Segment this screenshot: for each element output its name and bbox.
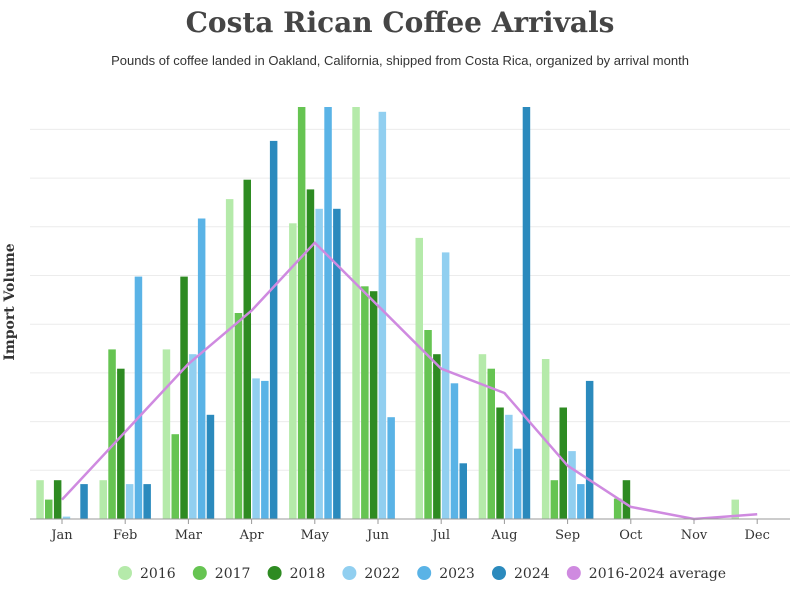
bar-2018-jun[interactable] <box>369 291 378 519</box>
chart-subtitle: Pounds of coffee landed in Oakland, Cali… <box>111 53 689 68</box>
legend-label-2024[interactable]: 2024 <box>514 566 550 582</box>
legend-marker-2018[interactable] <box>267 566 282 580</box>
bar-2022-apr[interactable] <box>252 378 260 519</box>
bar-2024-mar[interactable] <box>206 414 215 519</box>
legend-label-2018[interactable]: 2018 <box>290 566 326 582</box>
bar-2023-may[interactable] <box>324 107 332 519</box>
bar-2016-jun[interactable] <box>352 107 360 519</box>
bar-2023-jul[interactable] <box>450 383 459 519</box>
legend-marker-2024[interactable] <box>492 566 506 580</box>
average-line-group <box>61 241 758 521</box>
bar-2022-aug[interactable] <box>505 414 513 519</box>
bar-2016-dec[interactable] <box>731 499 740 519</box>
bar-2017-oct[interactable] <box>613 498 622 519</box>
bar-2018-feb[interactable] <box>117 368 125 519</box>
x-tick-label-sep: Sep <box>555 528 580 543</box>
bar-2016-aug[interactable] <box>478 354 487 519</box>
bar-2023-jun[interactable] <box>387 417 395 519</box>
bar-2023-mar[interactable] <box>197 218 206 520</box>
bar-2024-aug[interactable] <box>522 107 531 519</box>
bar-2018-aug[interactable] <box>496 407 504 520</box>
bar-2018-mar[interactable] <box>180 276 188 519</box>
legend-label-2023[interactable]: 2023 <box>439 566 475 582</box>
bar-2016-apr[interactable] <box>225 199 234 519</box>
bar-2017-feb[interactable] <box>108 349 116 519</box>
bar-2016-feb[interactable] <box>99 480 108 519</box>
x-tick-label-aug: Aug <box>490 528 517 543</box>
chart-title: Costa Rican Coffee Arrivals <box>185 6 615 39</box>
bar-2017-apr[interactable] <box>234 313 243 519</box>
y-axis-label: Import Volume <box>2 243 18 360</box>
x-axis: Jan Feb Mar Apr May Jun Jul Aug Sep Oct Nov Dec <box>30 518 790 543</box>
bar-2024-apr[interactable] <box>269 140 278 519</box>
x-tick-label-oct: Oct <box>619 528 643 543</box>
bar-2024-feb[interactable] <box>143 484 151 519</box>
bar-2016-may[interactable] <box>289 223 297 520</box>
bar-2022-feb[interactable] <box>125 484 134 519</box>
legend-marker-2016[interactable] <box>118 566 132 580</box>
bar-2018-sep[interactable] <box>559 407 568 520</box>
bar-2023-apr[interactable] <box>261 380 269 519</box>
legend: 2016 2017 2018 2022 2023 2024 2016-2024 averag… <box>118 566 726 582</box>
bars <box>36 107 740 520</box>
bar-2017-may[interactable] <box>297 107 306 519</box>
x-tick-label-jun: Jun <box>365 528 390 543</box>
x-tick-label-mar: Mar <box>175 528 203 543</box>
bar-2024-jan[interactable] <box>80 484 88 519</box>
legend-label-2017[interactable]: 2017 <box>215 566 251 582</box>
bar-2023-feb[interactable] <box>134 276 143 519</box>
bar-2024-may[interactable] <box>333 208 341 520</box>
legend-label-2016[interactable]: 2016 <box>140 566 176 582</box>
bar-2022-sep[interactable] <box>568 451 576 519</box>
legend-label-2016-2024 average[interactable]: 2016-2024 average <box>589 566 726 582</box>
bar-2022-may[interactable] <box>315 208 323 520</box>
legend-marker-2017[interactable] <box>192 566 207 580</box>
x-tick-label-apr: Apr <box>239 528 265 543</box>
bar-2017-jul[interactable] <box>424 330 432 519</box>
bar-2017-jun[interactable] <box>361 286 369 519</box>
bar-2024-sep[interactable] <box>585 380 594 519</box>
bar-2022-mar[interactable] <box>189 354 197 519</box>
bar-2023-aug[interactable] <box>513 448 522 519</box>
legend-label-2022[interactable]: 2022 <box>364 566 400 582</box>
x-tick-label-jan: Jan <box>49 528 73 543</box>
bar-2017-mar[interactable] <box>171 434 180 519</box>
bar-2016-mar[interactable] <box>162 349 171 519</box>
legend-marker-2022[interactable] <box>342 566 357 580</box>
bar-2017-aug[interactable] <box>487 368 496 519</box>
bar-2022-jun[interactable] <box>378 111 387 520</box>
bar-2017-sep[interactable] <box>550 480 559 519</box>
bar-2018-oct[interactable] <box>622 480 631 519</box>
bar-2024-jul[interactable] <box>459 463 468 519</box>
legend-marker-2023[interactable] <box>417 566 432 580</box>
x-tick-label-dec: Dec <box>744 528 769 543</box>
bar-2016-jul[interactable] <box>415 237 424 519</box>
bar-2018-jan[interactable] <box>53 480 62 519</box>
bar-2018-apr[interactable] <box>243 179 252 519</box>
x-tick-label-jul: Jul <box>430 528 450 543</box>
x-tick-label-may: May <box>301 528 330 543</box>
bar-2016-jan[interactable] <box>36 480 44 519</box>
bar-2023-sep[interactable] <box>577 484 585 519</box>
bar-2018-may[interactable] <box>306 189 315 519</box>
average-line[interactable] <box>61 241 758 521</box>
x-tick-label-nov: Nov <box>681 528 708 543</box>
legend-marker-2016-2024 average[interactable] <box>566 566 581 580</box>
bar-2017-jan[interactable] <box>45 499 53 519</box>
bar-2022-jan[interactable] <box>62 516 71 519</box>
x-tick-label-feb: Feb <box>113 528 137 543</box>
bar-2018-jul[interactable] <box>433 354 441 519</box>
bar-2022-jul[interactable] <box>441 252 450 519</box>
gridlines <box>30 128 790 520</box>
